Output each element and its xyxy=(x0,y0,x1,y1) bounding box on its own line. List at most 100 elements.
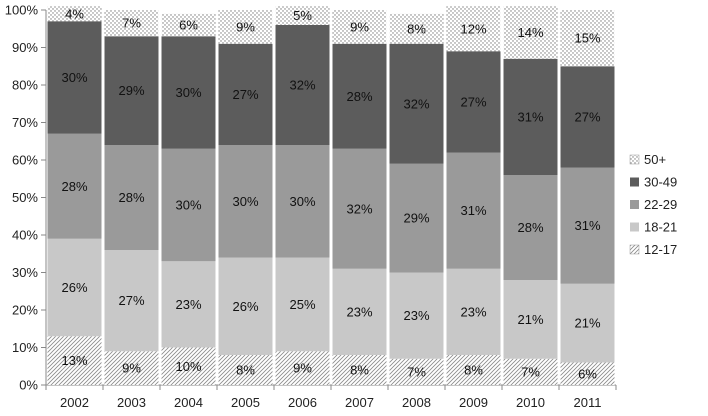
y-tick-label: 0% xyxy=(19,378,38,393)
x-tick-label: 2007 xyxy=(345,395,374,410)
x-tick-label: 2004 xyxy=(174,395,203,410)
data-label: 7% xyxy=(521,364,540,379)
bar-segment-30-49-2010 xyxy=(503,58,558,175)
bar-segment-22-29-2002 xyxy=(47,133,102,239)
data-label: 10% xyxy=(175,359,201,374)
bar-segment-50plus-2010 xyxy=(503,6,558,59)
bar-segment-30-49-2003 xyxy=(104,36,159,145)
bar-segment-18-21-2002 xyxy=(47,238,102,337)
axis-layer: 0% 10% 20% 30% 40% 50% 60% 70% 80% 90% 100% 2002 200… xyxy=(5,3,617,410)
bar-segment-50plus-2007 xyxy=(332,10,387,44)
x-tick-label: 2009 xyxy=(459,395,488,410)
bar-segment-22-29-2006 xyxy=(275,145,330,258)
data-label: 26% xyxy=(232,299,258,314)
bar-segment-22-29-2011 xyxy=(560,167,615,284)
y-tick-label: 80% xyxy=(12,78,38,93)
legend-label-50plus: 50+ xyxy=(644,152,666,167)
bar-segment-50plus-2004 xyxy=(161,13,216,37)
x-tick-label: 2011 xyxy=(574,395,602,410)
legend-swatch-18-21 xyxy=(630,222,639,232)
x-tick-label: 2005 xyxy=(231,395,260,410)
data-label: 8% xyxy=(407,21,426,36)
legend-swatch-30-49 xyxy=(630,177,639,187)
data-label: 27% xyxy=(460,94,486,109)
y-tick-label: 100% xyxy=(5,3,39,18)
bar-segment-22-29-2009 xyxy=(446,152,501,269)
legend-swatch-12-17 xyxy=(629,244,640,255)
data-label: 7% xyxy=(122,16,141,31)
bar-segment-18-21-2003 xyxy=(104,250,159,352)
data-label: 29% xyxy=(118,83,144,98)
legend-swatch-50plus xyxy=(629,154,640,165)
data-label: 26% xyxy=(61,280,87,295)
data-label: 23% xyxy=(403,308,429,323)
data-label: 29% xyxy=(403,211,429,226)
data-label: 28% xyxy=(346,89,372,104)
data-label: 30% xyxy=(175,85,201,100)
data-label: 9% xyxy=(350,19,369,34)
bar-segment-22-29-2010 xyxy=(503,175,558,280)
data-label: 27% xyxy=(232,87,258,102)
bar-segment-12-17-2003 xyxy=(104,351,159,385)
data-label: 6% xyxy=(179,18,198,33)
legend-label-18-21: 18-21 xyxy=(644,220,677,235)
y-tick-label: 70% xyxy=(12,115,38,130)
y-tick-label: 60% xyxy=(12,153,38,168)
data-label: 15% xyxy=(574,31,600,46)
bar-segment-50plus-2002 xyxy=(47,6,102,22)
legend-swatch-22-29 xyxy=(630,200,639,209)
legend-label-22-29: 22-29 xyxy=(644,197,677,212)
bars-layer xyxy=(47,6,615,385)
bar-segment-22-29-2005 xyxy=(218,145,273,258)
bar-segment-30-49-2007 xyxy=(332,43,387,149)
x-tick-label: 2010 xyxy=(516,395,545,410)
bar-segment-18-21-2011 xyxy=(560,283,615,363)
data-label: 8% xyxy=(350,363,369,378)
data-label: 8% xyxy=(464,363,483,378)
data-label: 28% xyxy=(61,179,87,194)
bar-segment-18-21-2005 xyxy=(218,257,273,355)
bar-segment-22-29-2003 xyxy=(104,145,159,250)
data-label: 23% xyxy=(346,304,372,319)
bar-segment-18-21-2008 xyxy=(389,272,444,359)
data-label: 4% xyxy=(65,6,84,21)
bar-segment-30-49-2005 xyxy=(218,43,273,145)
bar-segment-18-21-2007 xyxy=(332,268,387,355)
data-label: 21% xyxy=(574,316,600,331)
y-tick-label: 40% xyxy=(12,228,38,243)
bar-segment-12-17-2007 xyxy=(332,355,387,385)
data-label: 9% xyxy=(293,361,312,376)
bar-segment-12-17-2006 xyxy=(275,351,330,385)
bar-segment-18-21-2010 xyxy=(503,280,558,359)
data-label: 30% xyxy=(61,70,87,85)
data-label: 5% xyxy=(293,8,312,23)
legend-label-12-17: 12-17 xyxy=(644,242,677,257)
data-label: 9% xyxy=(122,361,141,376)
bar-segment-30-49-2002 xyxy=(47,21,102,134)
bar-segment-30-49-2004 xyxy=(161,36,216,149)
bar-segment-12-17-2004 xyxy=(161,347,216,385)
x-tick-label: 2002 xyxy=(60,395,89,410)
bar-segment-12-17-2011 xyxy=(560,362,615,385)
data-label: 32% xyxy=(346,201,372,216)
bar-segment-50plus-2003 xyxy=(104,10,159,37)
x-tick-label: 2003 xyxy=(117,395,146,410)
data-label: 14% xyxy=(517,25,543,40)
bar-segment-12-17-2002 xyxy=(47,336,102,385)
bar-segment-30-49-2011 xyxy=(560,66,615,168)
bar-segment-50plus-2006 xyxy=(275,6,330,25)
y-tick-label: 30% xyxy=(12,265,38,280)
bar-segment-50plus-2009 xyxy=(446,6,501,52)
legend: 50+ 30-49 22-29 18-21 12-17 xyxy=(629,152,677,257)
data-label: 28% xyxy=(118,190,144,205)
data-label: 7% xyxy=(407,364,426,379)
data-label: 32% xyxy=(289,78,315,93)
data-label: 25% xyxy=(289,297,315,312)
bar-segment-50plus-2005 xyxy=(218,10,273,44)
data-label: 21% xyxy=(517,312,543,327)
bar-segment-50plus-2011 xyxy=(560,10,615,67)
data-label: 27% xyxy=(574,109,600,124)
data-label: 23% xyxy=(460,304,486,319)
data-label: 30% xyxy=(289,194,315,209)
